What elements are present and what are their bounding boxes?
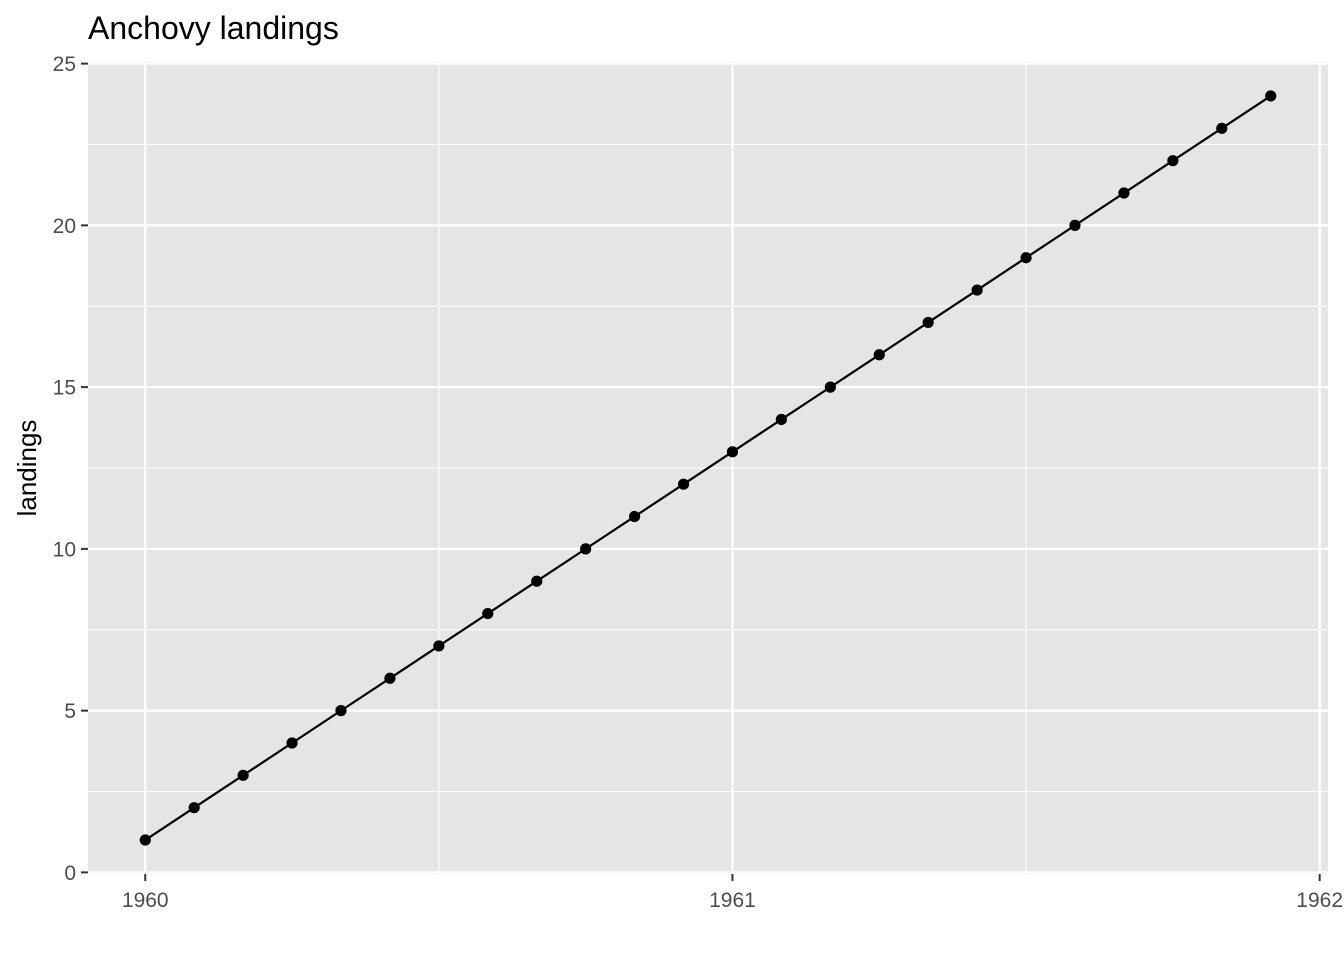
series-line bbox=[144, 95, 1272, 841]
data-point bbox=[1069, 219, 1081, 231]
data-point bbox=[824, 381, 836, 393]
x-tick-label: 1961 bbox=[709, 889, 756, 912]
data-points bbox=[139, 90, 1277, 846]
data-point bbox=[335, 705, 347, 717]
x-tick-label: 1962 bbox=[1296, 889, 1343, 912]
x-tick-label: 1960 bbox=[122, 889, 169, 912]
data-point bbox=[433, 640, 445, 652]
data-point bbox=[1216, 122, 1228, 134]
y-tick-label: 15 bbox=[53, 377, 76, 400]
y-tick-label: 0 bbox=[64, 862, 76, 885]
data-point bbox=[873, 349, 885, 361]
data-point bbox=[1020, 252, 1032, 264]
chart-title: Anchovy landings bbox=[88, 10, 339, 46]
data-point bbox=[775, 413, 787, 426]
data-point bbox=[188, 802, 200, 814]
data-point bbox=[580, 543, 592, 555]
y-tick-label: 25 bbox=[53, 53, 76, 76]
data-point bbox=[1167, 155, 1179, 167]
data-point bbox=[922, 316, 934, 329]
y-axis-ticks: 0 5 10 15 20 25 bbox=[53, 53, 88, 885]
data-point bbox=[482, 607, 494, 620]
y-tick-label: 5 bbox=[64, 700, 76, 723]
data-point bbox=[726, 446, 739, 458]
major-gridlines bbox=[88, 62, 1328, 874]
data-point bbox=[1265, 90, 1277, 102]
y-axis-label: landings bbox=[12, 420, 42, 517]
data-point bbox=[237, 769, 249, 781]
data-point bbox=[531, 575, 543, 587]
data-point bbox=[139, 834, 151, 846]
data-point bbox=[628, 510, 641, 523]
data-point bbox=[1118, 187, 1130, 199]
y-tick-label: 20 bbox=[53, 215, 76, 238]
y-tick-label: 10 bbox=[53, 538, 76, 561]
data-point bbox=[971, 284, 983, 296]
data-point bbox=[677, 478, 690, 490]
data-point bbox=[384, 672, 396, 684]
data-point bbox=[286, 737, 298, 749]
x-axis-ticks: 1960 1961 1962 bbox=[122, 874, 1343, 912]
